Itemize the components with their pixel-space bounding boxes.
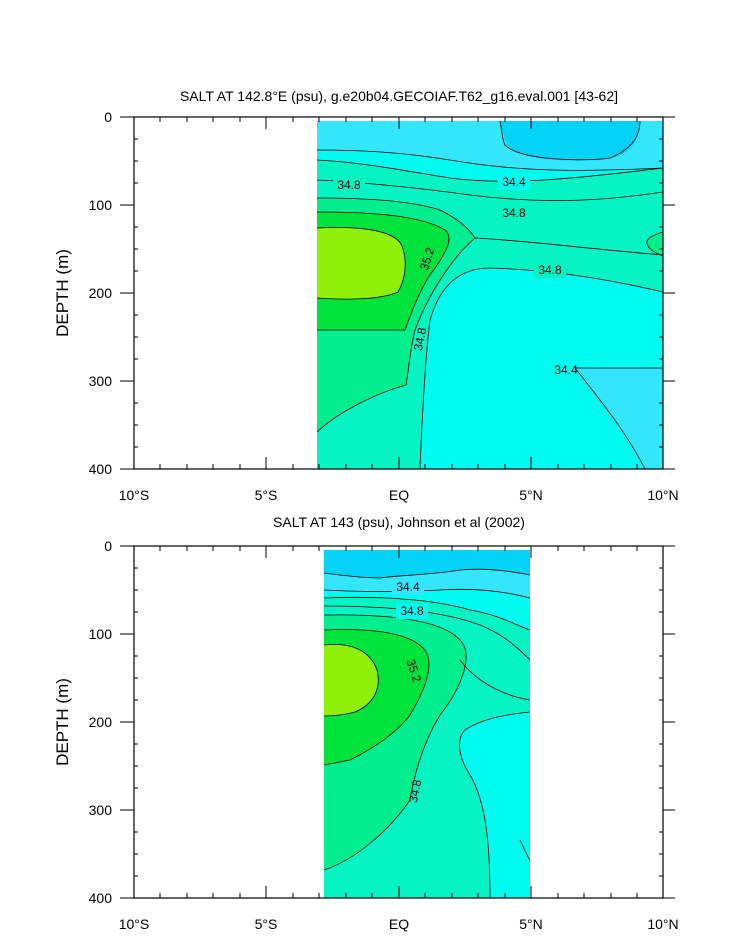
x-tick-label: 10°N [647, 487, 678, 503]
contour-line [459, 711, 530, 898]
panel-obs-y-ticks: 0 100 200 300 400 [89, 538, 675, 906]
contour-label: 34.8 [502, 206, 526, 220]
y-tick-label: 100 [89, 626, 113, 642]
contour-label-bg [333, 177, 365, 193]
x-tick-label: EQ [389, 916, 409, 932]
panel-model-contour-labels: 34.8 34.4 34.8 35.2 34.8 34.8 34.4 [333, 174, 578, 377]
contour-label: 34.4 [396, 580, 420, 594]
x-tick-label: 10°S [119, 916, 150, 932]
contour-line [574, 367, 663, 469]
y-tick-label: 200 [89, 285, 113, 301]
contour-label-bg [498, 174, 530, 190]
y-tick-label: 0 [104, 109, 112, 125]
x-tick-label: 10°S [119, 487, 150, 503]
fill-34-2-surface [324, 550, 530, 578]
panel-obs-x-ticks: 10°S 5°S EQ 5°N 10°N [119, 546, 679, 932]
contour-label: 35.2 [417, 245, 438, 272]
contour-label: 34.4 [554, 363, 578, 377]
contour-line [324, 629, 430, 766]
y-tick-label: 0 [104, 538, 112, 554]
panel-model: SALT AT 142.8°E (psu), g.e20b04.GECOIAF.… [53, 88, 679, 503]
contour-line [317, 197, 476, 433]
contour-label: 34.8 [538, 263, 562, 277]
contour-label: 34.8 [337, 178, 361, 192]
contour-line [317, 159, 663, 182]
contour-line [499, 121, 641, 161]
y-tick-label: 300 [89, 373, 113, 389]
contour-label-bg [498, 205, 530, 221]
contour-line [459, 659, 530, 701]
contour-label: 34.8 [406, 778, 425, 804]
x-tick-label: 5°S [255, 487, 278, 503]
panel-model-y-ticks: 0 100 200 300 400 [89, 109, 675, 477]
panel-model-ylabel: DEPTH (m) [53, 249, 72, 337]
panel-obs-ylabel: DEPTH (m) [53, 678, 72, 766]
x-tick-label: 10°N [647, 916, 678, 932]
contour-line [317, 227, 406, 300]
x-tick-label: EQ [389, 487, 409, 503]
contour-line [324, 596, 530, 631]
y-tick-label: 200 [89, 714, 113, 730]
contour-label: 34.4 [502, 175, 526, 189]
contour-label: 34.8 [400, 604, 424, 618]
contour-label-bg [534, 262, 566, 278]
panel-model-title: SALT AT 142.8°E (psu), g.e20b04.GECOIAF.… [180, 88, 618, 104]
contour-line [324, 588, 530, 599]
contour-line [474, 237, 663, 256]
panel-obs-title: SALT AT 143 (psu), Johnson et al (2002) [273, 514, 525, 530]
y-tick-label: 300 [89, 802, 113, 818]
panel-obs-contour-labels: 34.4 34.8 35.2 34.8 [392, 579, 428, 804]
panel-obs: SALT AT 143 (psu), Johnson et al (2002) [53, 514, 679, 932]
y-tick-label: 400 [89, 461, 113, 477]
x-tick-label: 5°N [519, 487, 543, 503]
panel-obs-fills [324, 550, 530, 898]
contour-line [324, 568, 530, 579]
contour-label-bg [396, 603, 428, 619]
panel-model-x-ticks: 10°S 5°S EQ 5°N 10°N [119, 117, 679, 503]
fill-34-6-lower [420, 268, 663, 469]
fill-35-4 [324, 644, 379, 716]
contour-label: 34.8 [411, 326, 430, 352]
contour-label-bg [392, 579, 424, 595]
contour-line [519, 839, 530, 861]
contour-label: 35.2 [404, 657, 425, 684]
fill-34-4-lower [575, 368, 663, 469]
contour-line [324, 614, 467, 871]
x-tick-label: 5°N [519, 916, 543, 932]
fill-34-2-surface [500, 121, 640, 161]
contour-line [324, 605, 530, 661]
fill-35-0-right [646, 232, 663, 256]
contour-line [324, 644, 379, 717]
x-tick-label: 5°S [255, 916, 278, 932]
y-tick-label: 400 [89, 890, 113, 906]
fill-35-4 [317, 227, 406, 300]
panel-model-fills [317, 121, 663, 469]
contour-line [419, 267, 663, 469]
panel-obs-contours [324, 568, 530, 898]
contour-line [317, 149, 663, 171]
contour-line [646, 231, 663, 257]
y-tick-label: 100 [89, 197, 113, 213]
contour-line [317, 211, 450, 331]
